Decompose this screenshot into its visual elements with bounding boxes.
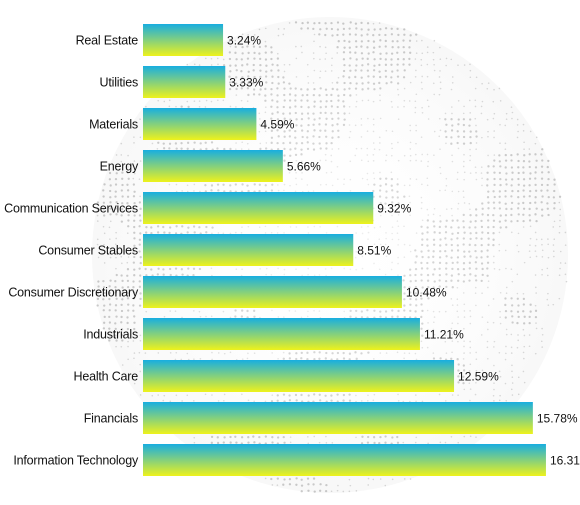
value-label-industrials: 11.21%	[424, 328, 464, 342]
bar-industrials	[143, 318, 420, 350]
category-label-information-technology: Information Technology	[13, 454, 139, 468]
bar-real-estate	[143, 24, 224, 56]
category-label-materials: Materials	[89, 118, 138, 132]
category-label-consumer-stables: Consumer Stables	[38, 244, 138, 258]
bar-consumer-discretionary	[143, 276, 402, 308]
bar-energy	[143, 150, 283, 182]
bars-group: Real Estate 3.24% Utilities 3.33% Materials 4…	[4, 24, 580, 476]
value-label-health-care: 12.59%	[458, 370, 499, 384]
value-label-consumer-discretionary: 10.48%	[406, 286, 447, 300]
bar-consumer-stables	[143, 234, 354, 266]
value-label-financials: 15.78%	[537, 412, 578, 426]
value-label-energy: 5.66%	[287, 160, 321, 174]
category-label-energy: Energy	[100, 160, 139, 174]
category-label-industrials: Industrials	[83, 328, 138, 342]
category-label-utilities: Utilities	[100, 76, 138, 90]
value-label-materials: 4.59%	[260, 118, 294, 132]
category-label-financials: Financials	[84, 412, 138, 426]
value-label-real-estate: 3.24%	[227, 34, 261, 48]
value-label-utilities: 3.33%	[229, 76, 263, 90]
bar-utilities	[143, 66, 226, 98]
bar-communication-services	[143, 192, 374, 224]
category-label-real-estate: Real Estate	[76, 34, 139, 48]
bar-health-care	[143, 360, 455, 392]
category-label-health-care: Health Care	[74, 370, 139, 384]
bar-financials	[143, 402, 533, 434]
category-label-consumer-discretionary: Consumer Discretionary	[8, 286, 139, 300]
value-label-information-technology: 16.31%	[550, 454, 580, 468]
value-label-communication-services: 9.32%	[377, 202, 411, 216]
category-label-communication-services: Communication Services	[4, 202, 138, 216]
bar-materials	[143, 108, 257, 140]
value-label-consumer-stables: 8.51%	[357, 244, 391, 258]
bar-information-technology	[143, 444, 546, 476]
